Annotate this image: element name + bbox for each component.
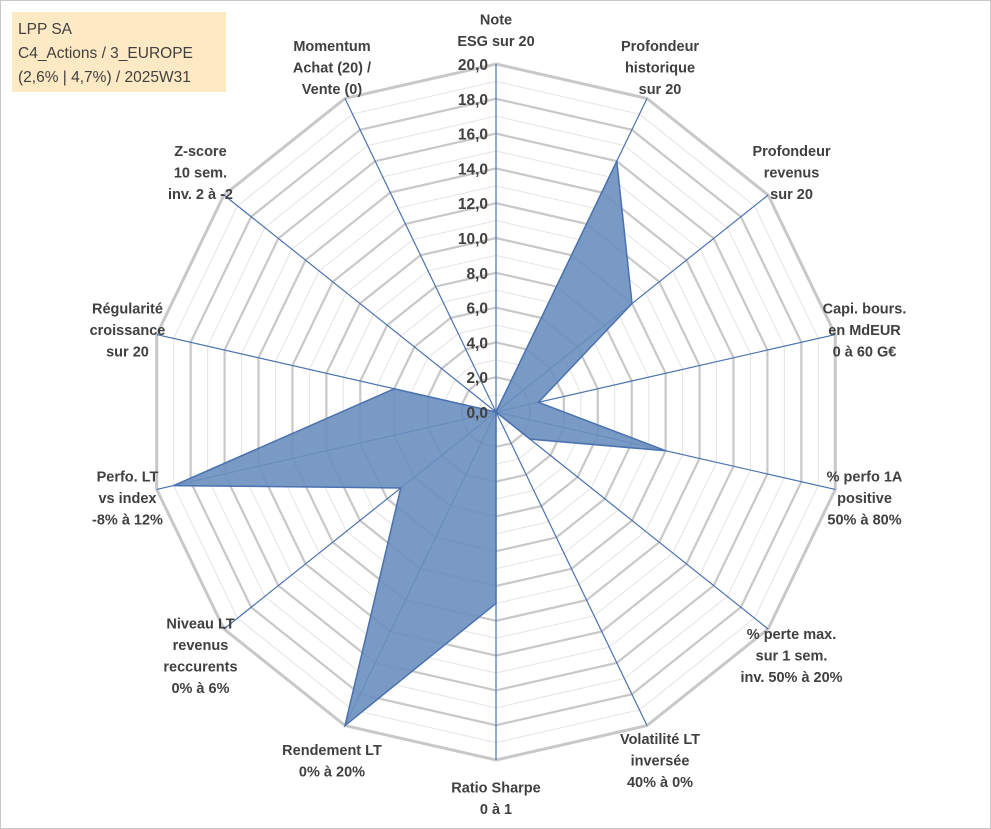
- tick-label: 20,0: [458, 57, 488, 74]
- axis-label-line: Rendement LT: [282, 743, 382, 759]
- axis-label: Ratio Sharpe 0 à 1: [451, 780, 540, 818]
- radar-tick-labels: 0,0 2,0 4,0 6,0 8,0 10,0 12,0 14,0 16,0 18,0 20,0: [458, 57, 488, 422]
- axis-label-line: historique: [625, 60, 695, 76]
- axis-label: Perfo. LT vs index -8% à 12%: [92, 470, 163, 529]
- tick-label: 18,0: [458, 92, 488, 109]
- axis-label-line: revenus: [764, 165, 820, 181]
- radar-spoke: [223, 194, 497, 413]
- axis-label-line: sur 20: [639, 82, 682, 98]
- axis-label: Rendement LT 0% à 20%: [282, 743, 382, 781]
- axis-label-line: Régularité: [92, 301, 163, 317]
- axis-label-line: Capi. bours.: [823, 301, 907, 317]
- axis-label-line: reccurents: [163, 659, 237, 675]
- axis-label-line: Niveau LT: [166, 616, 234, 632]
- tick-label: 14,0: [458, 161, 488, 178]
- axis-label: Volatilité LT inversée 40% à 0%: [620, 732, 700, 791]
- axis-label: Capi. bours. en MdEUR 0 à 60 G€: [823, 301, 907, 360]
- axis-label-line: Vente (0): [302, 82, 363, 98]
- tick-label: 6,0: [466, 301, 488, 318]
- axis-label-line: -8% à 12%: [92, 513, 163, 529]
- tick-label: 10,0: [458, 231, 488, 248]
- axis-label-line: inversée: [631, 754, 690, 770]
- axis-label-line: sur 1 sem.: [756, 649, 828, 665]
- axis-label-line: sur 20: [770, 187, 813, 203]
- axis-label-line: croissance: [90, 323, 166, 339]
- axis-label-line: positive: [837, 491, 892, 507]
- axis-label-line: Profondeur: [621, 39, 699, 55]
- security-category: C4_Actions / 3_EUROPE: [18, 45, 193, 62]
- axis-label: Niveau LT revenus reccurents 0% à 6%: [163, 616, 237, 697]
- axis-label-line: 0% à 20%: [299, 764, 365, 780]
- security-period: (2,6% | 4,7%) / 2025W31: [18, 69, 191, 86]
- tick-label: 4,0: [466, 335, 488, 352]
- axis-label: Momentum Achat (20) / Vente (0): [293, 39, 371, 98]
- axis-label-line: revenus: [173, 638, 229, 654]
- axis-label-line: Z-score: [174, 144, 226, 160]
- tick-label: 12,0: [458, 196, 488, 213]
- axis-label: Profondeur historique sur 20: [621, 39, 699, 98]
- radar-spoke: [344, 98, 497, 413]
- axis-label-line: 40% à 0%: [627, 775, 693, 791]
- axis-label-line: 10 sem.: [174, 165, 227, 181]
- axis-label: Régularité croissance sur 20: [90, 301, 166, 360]
- axis-label-line: 0% à 6%: [171, 681, 229, 697]
- axis-label: Profondeur revenus sur 20: [752, 144, 830, 203]
- axis-label-line: Volatilité LT: [620, 732, 700, 748]
- security-info-box: LPP SA C4_Actions / 3_EUROPE (2,6% | 4,7…: [12, 12, 226, 92]
- axis-label-line: 0 à 60 G€: [833, 344, 897, 360]
- axis-label-line: % perfo 1A: [827, 470, 903, 486]
- axis-label: % perfo 1A positive 50% à 80%: [827, 470, 903, 529]
- tick-label: 16,0: [458, 127, 488, 144]
- axis-label-line: 0 à 1: [480, 802, 512, 818]
- axis-label: Note ESG sur 20: [457, 12, 534, 50]
- axis-label-line: inv. 2 à -2: [168, 187, 233, 203]
- axis-label-line: Ratio Sharpe: [451, 780, 540, 796]
- axis-label-line: Note: [480, 12, 512, 28]
- tick-label: 2,0: [466, 370, 488, 387]
- axis-label-line: ESG sur 20: [457, 34, 534, 50]
- axis-label: % perte max. sur 1 sem. inv. 50% à 20%: [740, 627, 842, 686]
- radar-spoke: [495, 411, 648, 726]
- axis-label-line: Achat (20) /: [293, 60, 371, 76]
- axis-label-line: inv. 50% à 20%: [740, 670, 842, 686]
- radar-spoke: [495, 411, 769, 630]
- tick-label: 8,0: [466, 266, 488, 283]
- radar-spoke: [495, 333, 836, 413]
- axis-label: Z-score 10 sem. inv. 2 à -2: [168, 144, 233, 203]
- radar-series: [173, 158, 666, 728]
- series-area: [173, 158, 666, 728]
- axis-label-line: % perte max.: [747, 627, 836, 643]
- axis-label-line: sur 20: [106, 344, 149, 360]
- axis-label-line: Momentum: [293, 39, 370, 55]
- axis-label-line: Perfo. LT: [97, 470, 159, 486]
- axis-label-line: 50% à 80%: [827, 513, 901, 529]
- axis-label-line: Profondeur: [752, 144, 830, 160]
- axis-label-line: vs index: [98, 491, 156, 507]
- tick-label: 0,0: [466, 405, 488, 422]
- axis-label-line: en MdEUR: [828, 323, 901, 339]
- radar-axis-labels: Note ESG sur 20 Profondeur historique sur 20…: [90, 12, 907, 818]
- security-name: LPP SA: [18, 21, 73, 38]
